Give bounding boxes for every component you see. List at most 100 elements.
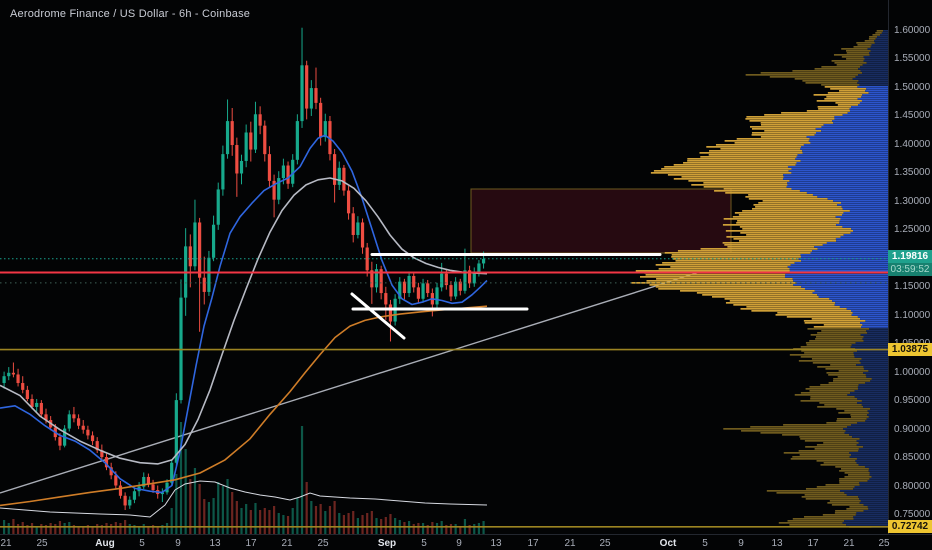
candle-body [444,273,448,286]
volume-profile-row [792,278,888,280]
supply-zone-box[interactable] [470,188,732,254]
volume-profile-row [795,164,888,166]
volume-profile-row [778,522,843,524]
volume-profile-row [861,100,888,102]
volume-bar [245,504,248,534]
volume-profile-row [796,162,888,164]
volume-profile-row [858,68,888,70]
volume-profile-row [869,472,888,474]
volume-profile-row [803,320,866,322]
volume-profile-row [846,58,865,60]
volume-profile-row [862,94,888,96]
volume-profile-row [723,218,841,220]
volume-bar [361,515,364,534]
volume-profile-row [862,324,888,326]
time-tick-label: 25 [317,538,329,549]
volume-profile-row [804,352,854,354]
volume-profile-row [827,198,888,200]
volume-bar [170,508,173,534]
volume-profile-row [656,278,793,280]
volume-bar [21,522,24,534]
volume-profile-row [857,402,888,404]
volume-profile-row [833,380,871,382]
volume-profile-row [817,366,864,368]
volume-profile-row [762,200,834,202]
volume-profile-row [859,498,888,500]
symbol-title: Aerodrome Finance / US Dollar - 6h - Coi… [10,8,251,20]
volume-profile-row [794,262,888,264]
volume-profile-row [814,448,859,450]
volume-profile-row [853,46,871,48]
volume-profile-row [866,376,888,378]
volume-profile-row [850,232,888,234]
candle-body [481,258,486,264]
volume-profile-row [849,110,888,112]
volume-profile-row [856,42,875,44]
volume-profile-row [739,226,843,228]
volume-bar [96,524,99,534]
volume-profile-row [818,296,888,298]
volume-profile-row [760,432,845,434]
volume-profile-row [783,174,888,176]
volume-profile-row [800,346,851,348]
volume-profile-row [844,492,888,494]
candle-body [360,222,365,248]
volume-profile-row [706,146,801,148]
volume-profile-row [745,196,818,198]
volume-profile-row [786,186,888,188]
volume-profile-row [863,340,888,342]
volume-profile-row [823,124,888,126]
volume-profile-row [708,154,798,156]
volume-profile-row [712,296,819,298]
candle-body [174,400,178,463]
volume-bar [184,449,187,534]
volume-bar [198,484,201,534]
short-diagonal-line[interactable] [350,292,406,340]
volume-bar [282,515,285,534]
volume-profile-row [810,396,855,398]
volume-bar [356,518,359,534]
volume-profile-row [635,270,790,272]
volume-profile-row [751,134,815,136]
volume-bar [7,523,10,534]
volume-profile-row [797,154,888,156]
volume-profile-row [748,194,813,196]
time-tick-label: 25 [599,538,611,549]
volume-profile-row [804,322,861,324]
volume-profile-row [835,216,888,218]
price-tick-label: 0.75000 [894,508,931,520]
volume-profile-row [871,44,888,46]
volume-profile-row [839,478,870,480]
candle-body [291,159,295,184]
volume-profile-row [795,158,888,160]
candle-body [202,277,206,292]
candle-body [277,178,281,200]
volume-profile-row [817,294,888,296]
volume-bar [426,525,429,534]
volume-profile-row [724,140,809,142]
volume-bar [389,514,392,534]
volume-bar [217,482,220,534]
volume-profile-row [798,258,888,260]
volume-profile-row [865,382,888,384]
volume-profile-row [817,196,888,198]
volume-profile-row [855,76,888,78]
volume-bar [114,522,117,534]
volume-profile-row [807,328,870,330]
price-tick-label: 1.40000 [894,138,931,150]
volume-profile-row [745,118,835,120]
volume-profile-row [787,166,888,168]
volume-profile-row [817,332,868,334]
volume-profile-row [876,30,884,32]
volume-profile-row [842,214,888,216]
volume-bar [314,506,318,534]
volume-profile-row [798,450,859,452]
time-axis[interactable]: 21 25 Aug 5 9 13 17 21 25 Sep 5 9 13 17 21 25 Oct 5 9 13 17 2… [0,534,932,550]
volume-profile-row [784,276,888,278]
volume-profile-row [823,442,859,444]
candle-body [370,270,374,288]
volume-profile-row [851,344,888,346]
candle-body [328,121,332,155]
volume-profile-row [824,86,858,88]
